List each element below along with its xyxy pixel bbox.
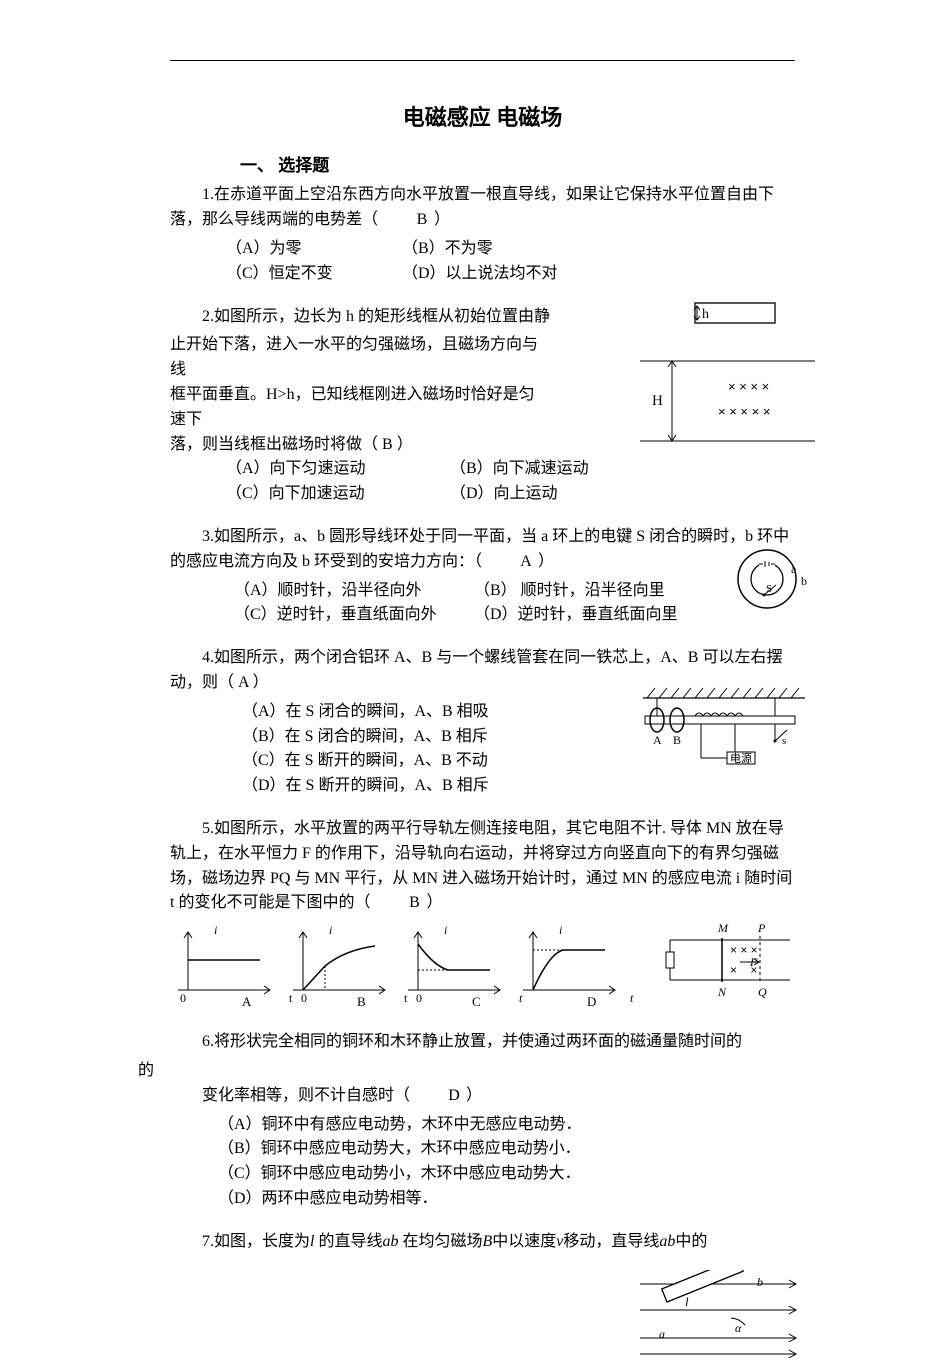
q3-choice-d: （D）逆时针，垂直纸面向里 <box>474 603 678 628</box>
q4-B-label: B <box>673 733 681 747</box>
q2-l3: 框平面垂直。H>h，已知线框刚进入磁场时恰好是匀速下 <box>170 386 535 428</box>
q3-b-label: b <box>801 574 807 588</box>
q7-ab2: ab <box>659 1233 675 1250</box>
q7-figure: α l a b <box>635 1270 805 1360</box>
q5-tail: ） <box>426 894 442 911</box>
q2-choice-d: （D）向上运动 <box>450 482 674 507</box>
graph-b-0: 0 <box>301 991 307 1005</box>
q5-graph-row: i 0 A i t 0 B <box>170 920 795 1012</box>
q7-t2: 的直导线 <box>314 1233 382 1250</box>
q5-answer: B <box>374 891 422 916</box>
q1-tail: ） <box>434 211 450 228</box>
svg-text:× × × ×: × × × × <box>728 379 769 394</box>
graph-b-label: B <box>357 994 366 1009</box>
q3-choice-b: （B） 顺时针，沿半径向里 <box>474 579 665 604</box>
q1-text: 1.在赤道平面上空沿东西方向水平放置一根直导线，如果让它保持水平位置自由下落，那… <box>170 186 774 228</box>
graph-d-t: t <box>519 991 523 1005</box>
q2-answer: B <box>382 436 393 453</box>
q3-choice-a: （A）顺时针，沿半径向外 <box>234 579 474 604</box>
q2-l2: 止开始下落，进入一水平的匀强磁场，且磁场方向与线 <box>170 336 538 378</box>
question-5: 5.如图所示，水平放置的两平行导轨左侧连接电阻，其它电阻不计. 导体 MN 放在… <box>170 817 795 1012</box>
q6-choice-b: （B）铜环中感应电动势大，木环中感应电动势小． <box>218 1137 795 1162</box>
graph-a-0: 0 <box>180 991 186 1005</box>
question-1: 1.在赤道平面上空沿东西方向水平放置一根直导线，如果让它保持水平位置自由下落，那… <box>170 183 795 286</box>
q2-H-label: H <box>652 393 663 409</box>
q2-h-label: h <box>702 307 709 322</box>
q1-choice-c: （C）恒定不变 <box>226 262 402 287</box>
q6-tail: ） <box>466 1087 482 1104</box>
q4-src-label: 电源 <box>730 751 752 765</box>
q1-choice-a: （A）为零 <box>226 237 402 262</box>
q3-a-label: a <box>791 562 797 576</box>
q3-figure: S a b <box>737 545 815 613</box>
q2-figure: h H × × × × × × × × × <box>640 301 820 451</box>
q7-t4: 中以速度 <box>492 1233 556 1250</box>
q7-t3: 在均匀磁场 <box>398 1233 482 1250</box>
graph-d-label: D <box>587 994 596 1009</box>
graph-a-i: i <box>214 923 217 937</box>
q5-M: M <box>717 921 729 935</box>
q1-choice-b: （B）不为零 <box>402 237 578 262</box>
question-3: 3.如图所示，a、b 圆形导线环处于同一平面，当 a 环上的电键 S 闭合的瞬时… <box>170 525 795 628</box>
q3-text: 3.如图所示，a、b 圆形导线环处于同一平面，当 a 环上的电键 S 闭合的瞬时… <box>170 528 789 570</box>
q2-l1: 2.如图所示，边长为 h 的矩形线框从初始位置由静 <box>202 308 550 325</box>
q7-alpha: α <box>735 1321 742 1335</box>
q2-tail: ） <box>397 436 413 453</box>
q6-answer: D <box>414 1084 462 1109</box>
q7-l-label: l <box>685 1294 689 1309</box>
q4-A-label: A <box>653 733 662 747</box>
q6-choice-a: （A）铜环中有感应电动势，木环中无感应电动势． <box>218 1113 795 1138</box>
graph-a-label: A <box>242 994 252 1009</box>
q7-t1: 7.如图，长度为 <box>202 1233 310 1250</box>
svg-text:× × × × ×: × × × × × <box>718 404 770 419</box>
q3-choice-c: （C）逆时针，垂直纸面向外 <box>234 603 474 628</box>
q6-choice-c: （C）铜环中感应电动势小，木环中感应电动势大． <box>218 1162 795 1187</box>
q2-choice-b: （B）向下减速运动 <box>450 457 674 482</box>
graph-t-axis: t <box>630 991 634 1005</box>
q7-b-label: b <box>757 1275 763 1289</box>
q4-text: 4.如图所示，两个闭合铝环 A、B 与一个螺线管套在同一铁芯上，A、B 可以左右… <box>170 649 782 691</box>
graph-c-0: 0 <box>416 991 422 1005</box>
header-rule <box>170 60 795 61</box>
q7-tail: 中的 <box>675 1233 707 1250</box>
question-4: 4.如图所示，两个闭合铝环 A、B 与一个螺线管套在同一铁芯上，A、B 可以左右… <box>170 646 795 799</box>
q5-P: P <box>757 921 766 935</box>
q2-choice-c: （C）向下加速运动 <box>226 482 450 507</box>
section-heading: 一、 选择题 <box>240 153 795 179</box>
q3-s-label: S <box>766 583 772 595</box>
q6-choice-d: （D）两环中感应电动势相等． <box>218 1187 795 1212</box>
question-2: 2.如图所示，边长为 h 的矩形线框从初始位置由静 止开始下落，进入一水平的匀强… <box>170 305 795 507</box>
graph-c-label: C <box>472 994 481 1009</box>
q1-choice-d: （D）以上说法均不对 <box>402 262 578 287</box>
graph-c-i: i <box>444 923 447 937</box>
q5-N: N <box>717 985 727 999</box>
q7-ab1: ab <box>382 1233 398 1250</box>
q3-tail: ） <box>538 553 554 570</box>
q6-text2: 变化率相等，则不计自感时（ <box>202 1087 410 1104</box>
graph-b-i: i <box>329 923 332 937</box>
q7-t5: 移动，直导线 <box>563 1233 659 1250</box>
graph-b-t: t <box>289 991 293 1005</box>
page-title: 电磁感应 电磁场 <box>170 101 795 135</box>
q5-Q: Q <box>758 985 767 999</box>
q5-text: 5.如图所示，水平放置的两平行导轨左侧连接电阻，其它电阻不计. 导体 MN 放在… <box>170 820 792 911</box>
q2-l4: 落，则当线框出磁场时将做（ <box>170 436 378 453</box>
question-7: 7.如图，长度为l 的直导线ab 在均匀磁场B中以速度v移动，直导线ab中的 α… <box>170 1230 795 1255</box>
q4-s-label: s <box>782 735 786 747</box>
q2-choice-a: （A）向下匀速运动 <box>226 457 450 482</box>
q4-figure: A B 电源 s <box>635 686 815 781</box>
q7-B: B <box>483 1233 493 1250</box>
graph-c-t: t <box>404 991 408 1005</box>
question-6: 6.将形状完全相同的铜环和木环静止放置，并使通过两环面的磁通量随时间的 的 变化… <box>170 1030 795 1212</box>
q1-answer: B <box>382 208 430 233</box>
q7-a-label: a <box>659 1327 665 1341</box>
q6-text: 6.将形状完全相同的铜环和木环静止放置，并使通过两环面的磁通量随时间的 <box>202 1033 742 1050</box>
graph-d-i: i <box>559 923 562 937</box>
q3-answer: A <box>486 550 534 575</box>
